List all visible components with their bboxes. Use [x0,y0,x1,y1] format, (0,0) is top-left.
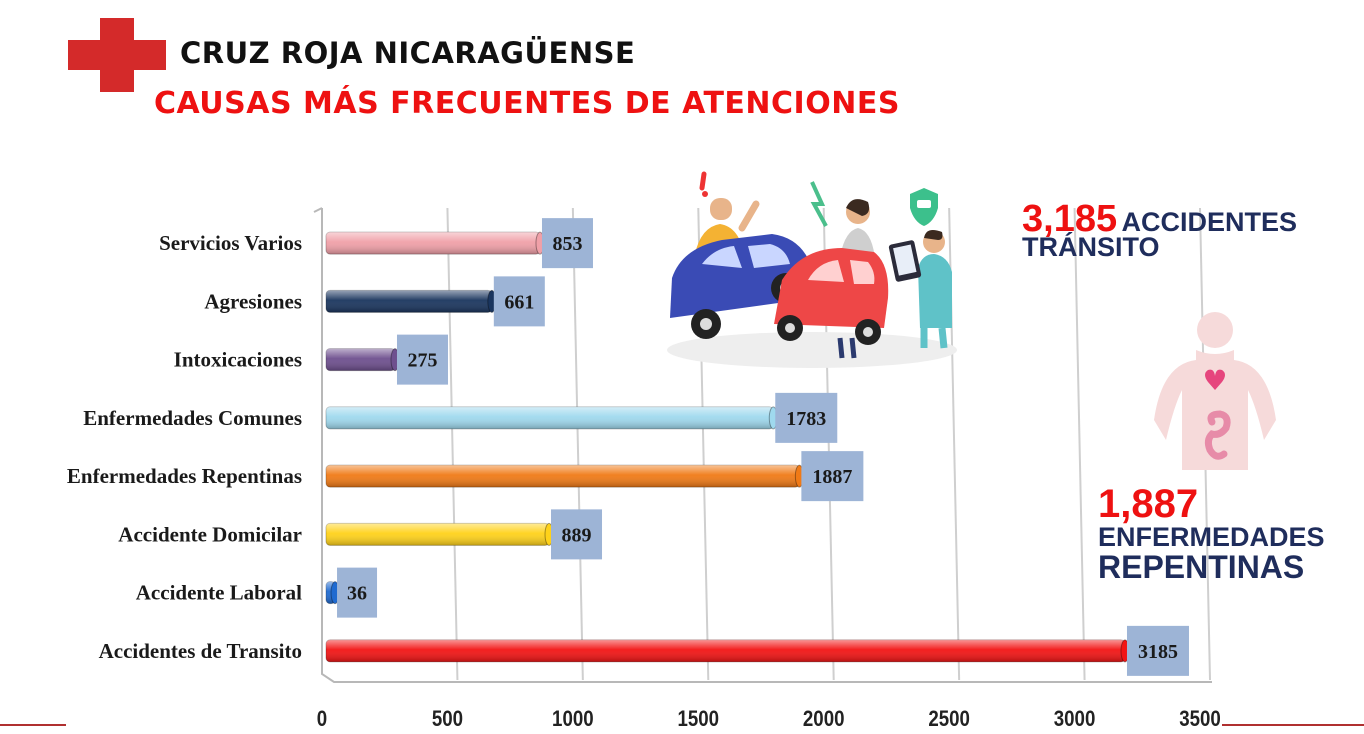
bar-highlight [326,290,492,313]
gridline [571,207,584,681]
data-label-box [551,509,603,560]
red-cross-logo-icon [68,18,166,92]
data-label-box [775,392,838,443]
stat-label: TRÁNSITO [1022,232,1160,262]
bar-highlight [326,232,540,255]
stat-number: 1,887 [1098,482,1199,526]
bar-highlight [326,465,800,488]
stat-accidentes-transito: 3,185 ACCIDENTES TRÁNSITO [1022,200,1297,261]
data-label: 36 [347,583,367,605]
data-label-box [396,334,448,385]
bar-highlight [326,348,395,371]
x-tick-label: 2000 [803,708,845,732]
stat-label: REPENTINAS [1098,549,1305,585]
data-label-box [1126,625,1189,676]
x-tick-label: 1000 [552,708,594,732]
data-label: 889 [562,524,592,546]
bar-highlight [326,639,1125,662]
chart-axis-corner [313,207,323,213]
data-label-box [337,567,378,618]
x-tick-label: 3000 [1054,708,1096,732]
x-tick-label: 0 [317,708,327,732]
data-label: 853 [552,233,582,255]
chart-axis-frame [321,208,1212,683]
data-label: 1887 [812,466,852,488]
x-tick-label: 1500 [677,708,719,732]
page-title: CAUSAS MÁS FRECUENTES DE ATENCIONES [154,86,900,121]
footer-divider-right [1222,724,1364,726]
category-label: Agresiones [204,289,302,313]
category-label: Enfermedades Comunes [83,406,302,430]
stat-label: ACCIDENTES [1121,207,1298,237]
x-tick-label: 3500 [1179,708,1221,732]
data-label-box [541,218,593,269]
gridline [1073,207,1086,681]
stat-label: ENFERMEDADES [1098,522,1325,552]
data-label: 3185 [1138,641,1178,663]
bar-highlight [326,523,550,546]
organization-name: CRUZ ROJA NICARAGÜENSE [180,36,636,70]
x-tick-label: 2500 [928,708,970,732]
gridline [446,207,459,681]
data-label: 275 [407,350,437,372]
data-label: 661 [504,291,534,313]
category-label: Intoxicaciones [174,348,302,372]
data-label-box [801,451,864,502]
human-body-organs-icon [1154,312,1276,470]
stat-number: 3,185 [1022,198,1118,240]
bar-highlight [326,406,774,429]
category-label: Accidente Domicilar [118,522,302,546]
x-tick-label: 500 [432,708,463,732]
data-label-box [493,276,545,327]
category-label: Accidente Laboral [136,581,302,605]
car-accident-illustration-icon [667,171,957,368]
stat-enfermedades-repentinas: 1,887 ENFERMEDADES REPENTINAS [1098,484,1325,583]
footer-divider-left [0,724,66,726]
category-label: Servicios Varios [159,231,302,255]
category-label: Enfermedades Repentinas [67,464,302,488]
category-label: Accidentes de Transito [99,639,302,663]
data-label: 1783 [786,408,826,430]
